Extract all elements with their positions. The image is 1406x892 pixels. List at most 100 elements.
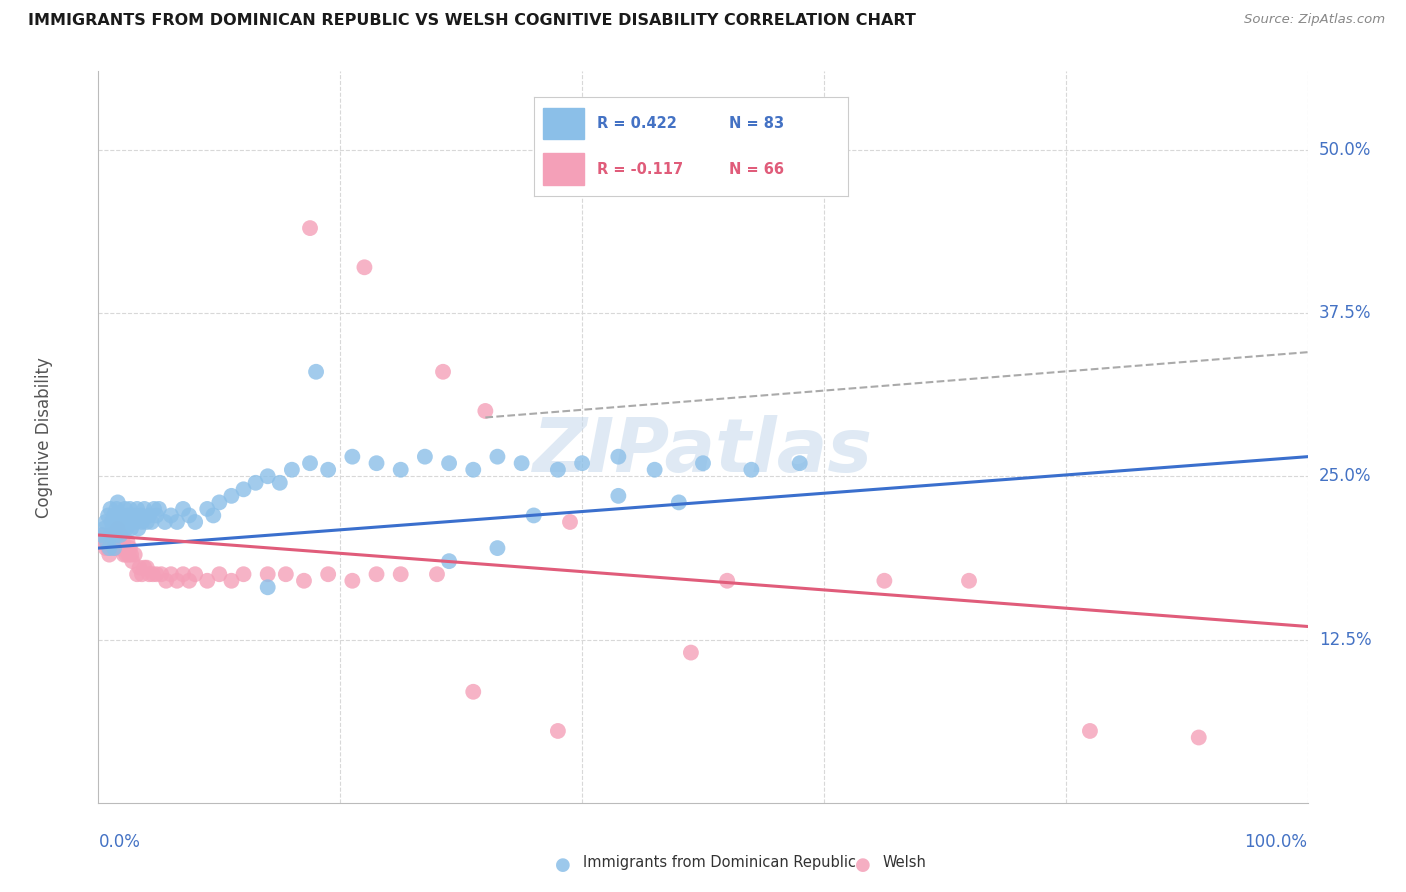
Point xyxy=(172,567,194,582)
Point xyxy=(98,541,121,555)
Point xyxy=(127,567,149,582)
Point xyxy=(274,567,297,582)
Point xyxy=(692,456,714,470)
Point xyxy=(108,515,131,529)
Point xyxy=(108,508,131,523)
Text: IMMIGRANTS FROM DOMINICAN REPUBLIC VS WELSH COGNITIVE DISABILITY CORRELATION CHA: IMMIGRANTS FROM DOMINICAN REPUBLIC VS WE… xyxy=(28,13,915,29)
Text: ●: ● xyxy=(554,856,571,874)
Point xyxy=(101,521,124,535)
Point xyxy=(256,469,278,483)
Text: 12.5%: 12.5% xyxy=(1319,631,1371,648)
Point xyxy=(142,567,165,582)
Point xyxy=(281,463,304,477)
Point xyxy=(208,567,231,582)
Point xyxy=(135,515,157,529)
Point xyxy=(96,534,118,549)
Point xyxy=(432,365,454,379)
Point xyxy=(94,541,117,555)
Point xyxy=(97,508,120,523)
Point xyxy=(1188,731,1211,745)
Point xyxy=(114,502,136,516)
Point xyxy=(679,646,702,660)
Point xyxy=(104,528,127,542)
Point xyxy=(93,521,115,535)
Point xyxy=(118,548,141,562)
Point xyxy=(366,456,388,470)
Text: Cognitive Disability: Cognitive Disability xyxy=(35,357,53,517)
Point xyxy=(131,515,153,529)
Point xyxy=(177,574,201,588)
Point xyxy=(256,580,278,594)
Point xyxy=(437,456,460,470)
Point xyxy=(108,528,131,542)
Point xyxy=(221,489,243,503)
Point xyxy=(100,528,122,542)
Point xyxy=(91,528,114,542)
Point xyxy=(124,508,146,523)
Point xyxy=(112,548,135,562)
Point xyxy=(104,515,127,529)
Point xyxy=(184,515,207,529)
Point xyxy=(125,515,148,529)
Point xyxy=(166,574,188,588)
Point xyxy=(105,528,128,542)
Point xyxy=(100,515,122,529)
Point xyxy=(221,574,243,588)
Point xyxy=(103,508,125,523)
Point xyxy=(117,534,139,549)
Point xyxy=(124,548,146,562)
Point xyxy=(208,495,231,509)
Point xyxy=(108,541,131,555)
Point xyxy=(110,515,132,529)
Point xyxy=(195,502,218,516)
Point xyxy=(558,515,581,529)
Text: Source: ZipAtlas.com: Source: ZipAtlas.com xyxy=(1244,13,1385,27)
Point xyxy=(789,456,811,470)
Point xyxy=(117,508,139,523)
Point xyxy=(100,541,122,555)
Point xyxy=(91,528,114,542)
Point xyxy=(389,567,412,582)
Point xyxy=(103,541,125,555)
Point xyxy=(298,221,321,235)
Point xyxy=(97,541,120,555)
Point xyxy=(232,567,254,582)
Point xyxy=(107,521,129,535)
Point xyxy=(118,541,141,555)
Point xyxy=(474,404,496,418)
Point xyxy=(342,574,364,588)
Point xyxy=(1078,723,1101,738)
Point xyxy=(118,502,141,516)
Point xyxy=(145,567,167,582)
Point xyxy=(103,541,125,555)
Point xyxy=(114,541,136,555)
Point xyxy=(716,574,738,588)
Point xyxy=(740,463,762,477)
Point xyxy=(668,495,690,509)
Text: ZIPatlas: ZIPatlas xyxy=(533,415,873,488)
Text: 50.0%: 50.0% xyxy=(1319,141,1371,159)
Point xyxy=(120,521,142,535)
Point xyxy=(107,495,129,509)
Point xyxy=(177,508,201,523)
Text: 0.0%: 0.0% xyxy=(98,833,141,851)
Point xyxy=(148,502,170,516)
Point xyxy=(607,489,630,503)
Point xyxy=(121,515,143,529)
Point xyxy=(108,528,131,542)
Point xyxy=(607,450,630,464)
Point xyxy=(153,515,176,529)
Point xyxy=(143,502,166,516)
Point xyxy=(134,560,156,574)
Point xyxy=(644,463,666,477)
Point xyxy=(135,560,157,574)
Point xyxy=(100,528,122,542)
Text: Welsh: Welsh xyxy=(883,855,927,870)
Point xyxy=(547,463,569,477)
Point xyxy=(426,567,449,582)
Point xyxy=(184,567,207,582)
Point xyxy=(389,463,412,477)
Point xyxy=(131,567,153,582)
Point xyxy=(160,508,183,523)
Point xyxy=(366,567,388,582)
